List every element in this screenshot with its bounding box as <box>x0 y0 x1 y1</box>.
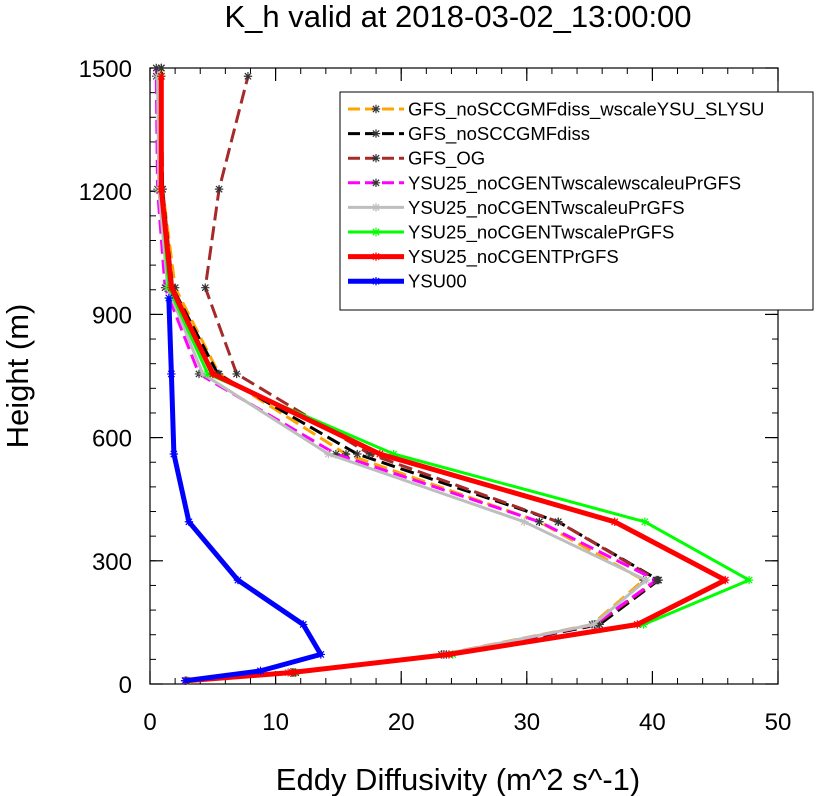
plot-area <box>152 63 754 685</box>
data-point <box>287 668 297 677</box>
data-point <box>331 449 341 459</box>
data-point <box>324 449 333 459</box>
legend-marker <box>371 277 381 286</box>
data-point <box>375 449 385 459</box>
legend-label: YSU25_noCGENTwscalePrGFS <box>408 222 674 244</box>
legend-label: YSU00 <box>408 271 467 292</box>
data-point <box>610 517 619 526</box>
x-tick-label: 50 <box>765 709 792 736</box>
data-point <box>744 575 754 585</box>
series-line <box>159 68 661 683</box>
y-axis-label: Height (m) <box>0 304 35 449</box>
data-point <box>152 63 161 73</box>
data-point <box>157 72 166 81</box>
data-point <box>169 449 179 459</box>
legend-label: YSU25_noCGENTwscalewscaleuPrGFS <box>408 172 741 194</box>
data-point <box>256 666 265 676</box>
data-point <box>214 184 224 194</box>
x-tick-label: 10 <box>262 709 289 736</box>
y-tick-label: 600 <box>92 426 132 453</box>
data-point <box>233 575 243 585</box>
x-tick-label: 30 <box>513 709 540 736</box>
data-point <box>201 283 210 292</box>
legend-item: GFS_noSCCGMFdiss <box>348 123 590 145</box>
data-point <box>164 293 174 303</box>
data-point <box>353 449 362 459</box>
legend-marker <box>371 129 381 138</box>
data-point <box>365 449 374 459</box>
data-point <box>180 676 190 685</box>
data-point <box>341 449 351 459</box>
legend-marker <box>371 104 381 114</box>
data-point <box>316 650 326 659</box>
legend-box <box>339 91 814 311</box>
data-point <box>389 449 398 459</box>
legend-marker <box>371 252 381 261</box>
legend-item: YSU25_noCGENTwscalePrGFS <box>348 222 674 244</box>
y-tick-label: 900 <box>92 302 132 329</box>
legend-item: YSU25_noCGENTwscalewscaleuPrGFS <box>348 172 741 194</box>
data-point <box>243 72 253 81</box>
legend: GFS_noSCCGMFdiss_wscaleYSU_SLYSUGFS_noSC… <box>339 91 814 311</box>
data-point <box>721 575 730 585</box>
data-point <box>167 283 176 292</box>
data-point <box>157 63 166 73</box>
y-tick-label: 1500 <box>79 56 132 83</box>
legend-item: YSU25_noCGENTwscaleuPrGFS <box>348 197 685 219</box>
data-point <box>299 620 308 629</box>
chart-title: K_h valid at 2018-03-02_13:00:00 <box>224 0 691 34</box>
legend-label: YSU25_noCGENTwscaleuPrGFS <box>408 197 685 219</box>
y-tick-label: 1200 <box>79 179 132 206</box>
x-tick-label: 0 <box>143 709 156 736</box>
data-point <box>520 517 529 526</box>
data-point <box>232 369 241 379</box>
axes: 0 10 20 30 40 50 0 300 600 900 1200 1500 <box>79 56 792 736</box>
legend-marker <box>371 227 381 237</box>
legend-label: GFS_noSCCGMFdiss <box>408 123 590 145</box>
series-7 <box>157 72 730 685</box>
data-point <box>444 650 454 659</box>
data-point <box>640 517 650 526</box>
legend-item: GFS_OG <box>348 148 485 170</box>
data-point <box>203 369 212 379</box>
data-point <box>589 620 598 629</box>
x-tick-label: 20 <box>388 709 415 736</box>
legend-label: GFS_noSCCGMFdiss_wscaleYSU_SLYSU <box>408 99 764 121</box>
legend-item: YSU25_noCGENTPrGFS <box>348 246 619 268</box>
y-tick-label: 0 <box>119 672 132 699</box>
data-point <box>554 517 563 526</box>
x-tick-label: 40 <box>639 709 666 736</box>
data-point <box>184 517 194 526</box>
legend-item: YSU00 <box>348 271 467 292</box>
legend-marker <box>371 203 381 212</box>
data-point <box>167 369 176 379</box>
legend-label: YSU25_noCGENTPrGFS <box>408 246 619 268</box>
data-point <box>157 184 166 194</box>
x-axis-label: Eddy Diffusivity (m^2 s^-1) <box>276 762 640 796</box>
data-point <box>198 369 207 379</box>
legend-marker <box>371 154 381 163</box>
data-point <box>641 575 651 585</box>
data-point <box>535 517 544 526</box>
plot-frame <box>149 67 779 685</box>
legend-marker <box>371 178 381 187</box>
legend-label: GFS_OG <box>408 148 485 170</box>
data-point <box>651 575 661 585</box>
series-8 <box>164 293 326 685</box>
legend-item: GFS_noSCCGMFdiss_wscaleYSU_SLYSU <box>348 99 764 121</box>
data-point <box>208 369 217 379</box>
data-point <box>639 620 648 629</box>
y-tick-label: 300 <box>92 549 132 576</box>
data-point <box>633 620 642 629</box>
